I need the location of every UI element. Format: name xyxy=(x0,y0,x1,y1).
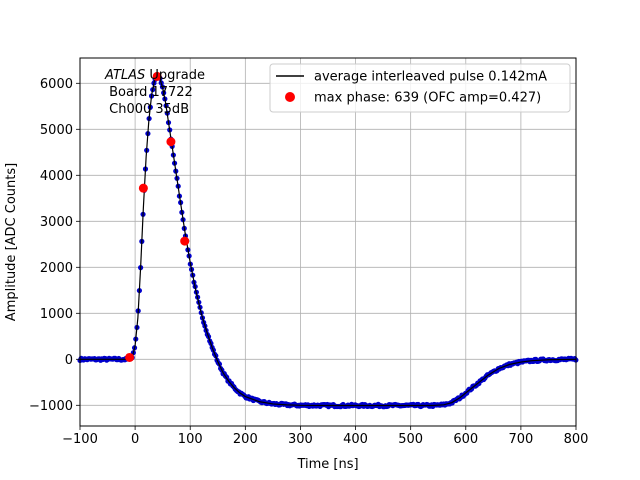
y-axis-label: Amplitude [ADC Counts] xyxy=(4,163,19,321)
x-tick-label: 600 xyxy=(453,432,478,447)
y-tick-label: 2000 xyxy=(40,261,73,276)
x-tick-label: 800 xyxy=(564,432,589,447)
plot-frame xyxy=(79,57,577,427)
y-tick-label: 6000 xyxy=(40,77,73,92)
axis-ticks: −100 0 100 200 300 400 500 600 700 800−1000010002… xyxy=(29,77,588,447)
legend-box xyxy=(269,63,571,113)
max-phase-point xyxy=(180,236,190,246)
y-tick-label: −1000 xyxy=(29,399,73,414)
atlas-annotation-board: Board 17722 xyxy=(105,85,193,100)
x-tick-label: 400 xyxy=(343,432,368,447)
atlas-annotation-line1: ATLAS Upgrade xyxy=(104,68,205,83)
x-tick-label: 500 xyxy=(398,432,423,447)
atlas-annotation-italic: ATLAS xyxy=(104,68,145,83)
y-tick-label: 5000 xyxy=(40,123,73,138)
legend-marker-swatch xyxy=(285,92,295,102)
x-axis-label: Time [ns] xyxy=(296,457,358,472)
y-tick-label: 4000 xyxy=(40,169,73,184)
x-tick-label: 0 xyxy=(131,432,139,447)
average-pulse-line xyxy=(80,75,577,407)
legend-label-average-pulse: average interleaved pulse 0.142mA xyxy=(314,70,547,85)
max-phase-point xyxy=(166,137,176,147)
y-tick-label: 1000 xyxy=(40,307,73,322)
atlas-annotation-channel: Ch000 35dB xyxy=(105,102,189,117)
atlas-annotation-upgrade: Upgrade xyxy=(145,68,205,83)
max-phase-point xyxy=(152,71,162,81)
plot-data xyxy=(77,71,579,410)
legend-label-max-phase: max phase: 639 (OFC amp=0.427) xyxy=(314,91,541,106)
max-phase-point xyxy=(125,352,135,362)
y-tick-label: 3000 xyxy=(40,215,73,230)
legend: average interleaved pulse 0.142mA max ph… xyxy=(269,63,571,113)
x-tick-label: 200 xyxy=(233,432,258,447)
x-tick-label: 700 xyxy=(508,432,533,447)
y-tick-label: 0 xyxy=(65,353,73,368)
max-phase-point xyxy=(138,183,148,193)
x-tick-label: −100 xyxy=(62,432,98,447)
x-tick-label: 300 xyxy=(288,432,313,447)
x-tick-label: 100 xyxy=(178,432,203,447)
